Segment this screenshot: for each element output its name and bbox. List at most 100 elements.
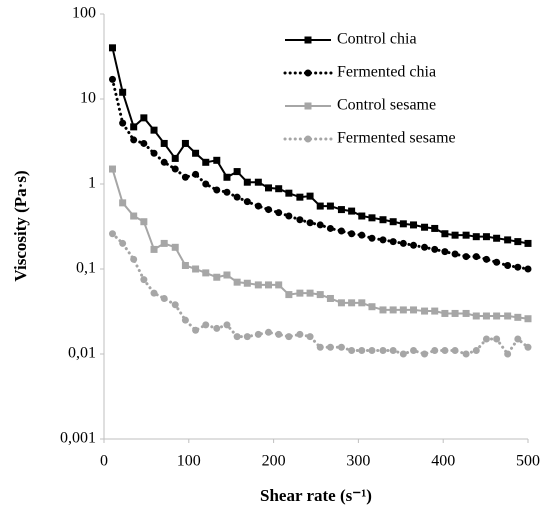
marker xyxy=(119,239,127,247)
marker xyxy=(493,335,501,343)
marker xyxy=(504,312,512,320)
marker xyxy=(202,321,210,329)
marker xyxy=(421,350,429,358)
marker xyxy=(223,188,231,196)
legend-label: Fermented chia xyxy=(337,64,436,81)
legend-marker xyxy=(304,36,312,44)
marker xyxy=(150,149,158,157)
marker xyxy=(389,238,397,246)
marker xyxy=(368,346,376,354)
legend-label: Fermented sesame xyxy=(337,130,456,147)
marker xyxy=(472,233,480,241)
marker xyxy=(389,306,397,314)
marker xyxy=(368,234,376,242)
marker xyxy=(243,333,251,341)
marker xyxy=(399,306,407,314)
marker xyxy=(160,294,168,302)
legend-label: Control sesame xyxy=(337,97,436,114)
marker xyxy=(243,279,251,287)
marker xyxy=(431,245,439,253)
marker xyxy=(171,301,179,309)
marker xyxy=(348,207,356,215)
marker xyxy=(379,306,387,314)
marker xyxy=(171,243,179,251)
marker xyxy=(482,312,490,320)
marker xyxy=(482,233,490,241)
marker xyxy=(140,139,148,147)
marker xyxy=(482,335,490,343)
marker xyxy=(410,346,418,354)
marker xyxy=(285,212,293,220)
marker xyxy=(202,158,210,166)
marker xyxy=(296,289,304,297)
marker xyxy=(441,346,449,354)
marker xyxy=(524,315,532,323)
marker xyxy=(254,178,262,186)
marker xyxy=(108,230,116,238)
marker xyxy=(181,261,189,269)
marker xyxy=(524,239,532,247)
marker xyxy=(223,271,231,279)
x-tick-label: 100 xyxy=(177,453,201,470)
marker xyxy=(441,309,449,317)
marker xyxy=(108,165,116,173)
marker xyxy=(410,241,418,249)
marker xyxy=(306,333,314,341)
marker xyxy=(514,238,522,246)
marker xyxy=(337,299,345,307)
marker xyxy=(296,193,304,201)
marker xyxy=(493,258,501,266)
marker xyxy=(140,218,148,226)
marker xyxy=(462,350,470,358)
marker xyxy=(504,350,512,358)
marker xyxy=(348,346,356,354)
marker xyxy=(275,209,283,217)
marker xyxy=(306,219,314,227)
y-tick-label: 0,1 xyxy=(76,260,96,277)
marker xyxy=(389,346,397,354)
marker xyxy=(326,294,334,302)
marker xyxy=(410,221,418,229)
marker xyxy=(431,224,439,232)
marker xyxy=(150,289,158,297)
marker xyxy=(202,269,210,277)
marker xyxy=(296,216,304,224)
marker xyxy=(358,231,366,239)
marker xyxy=(192,149,200,157)
marker xyxy=(243,178,251,186)
marker xyxy=(337,343,345,351)
marker xyxy=(451,250,459,258)
marker xyxy=(399,239,407,247)
marker xyxy=(150,126,158,134)
marker xyxy=(160,139,168,147)
marker xyxy=(326,202,334,210)
marker xyxy=(275,185,283,193)
x-tick-label: 300 xyxy=(346,453,370,470)
marker xyxy=(265,281,273,289)
marker xyxy=(171,165,179,173)
legend-marker xyxy=(304,69,312,77)
marker xyxy=(421,307,429,315)
marker xyxy=(285,291,293,299)
marker xyxy=(316,343,324,351)
marker xyxy=(119,119,127,127)
marker xyxy=(233,278,241,286)
x-tick-label: 200 xyxy=(262,453,286,470)
marker xyxy=(306,192,314,200)
marker xyxy=(431,307,439,315)
marker xyxy=(160,158,168,166)
series-line xyxy=(110,77,530,271)
marker xyxy=(181,316,189,324)
y-tick-label: 1 xyxy=(88,175,96,192)
marker xyxy=(130,136,138,144)
marker xyxy=(213,186,221,194)
marker xyxy=(472,312,480,320)
y-tick-label: 100 xyxy=(72,5,96,22)
marker xyxy=(192,170,200,178)
marker xyxy=(108,44,116,52)
marker xyxy=(368,303,376,311)
marker xyxy=(337,206,345,214)
y-tick-label: 0,01 xyxy=(68,345,96,362)
marker xyxy=(213,156,221,164)
